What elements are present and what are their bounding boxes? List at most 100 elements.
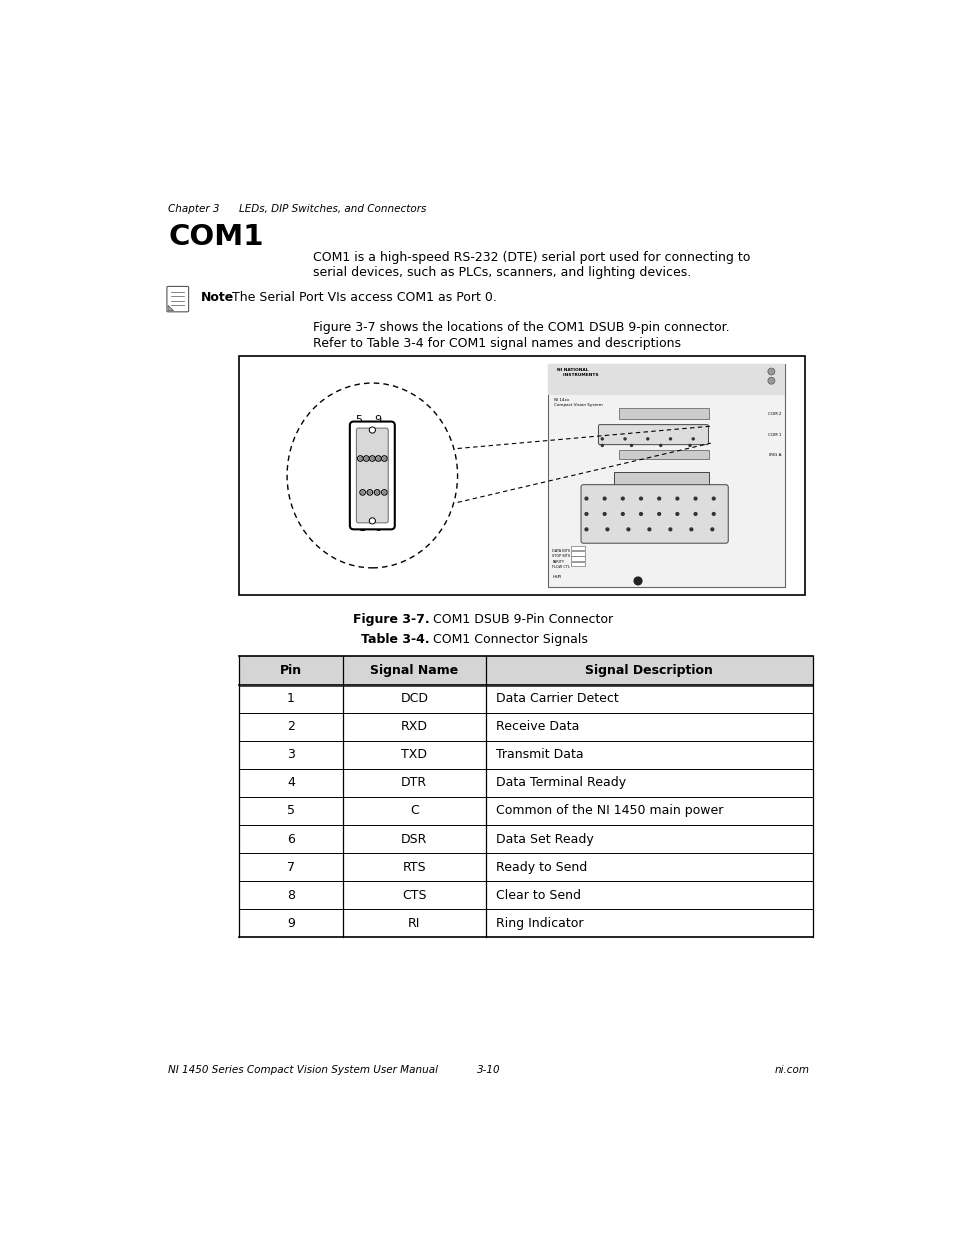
FancyBboxPatch shape: [239, 741, 812, 769]
Text: Data Set Ready: Data Set Ready: [496, 832, 593, 846]
FancyBboxPatch shape: [239, 797, 812, 825]
Text: 1: 1: [287, 692, 294, 705]
Text: COM1 DSUB 9-Pin Connector: COM1 DSUB 9-Pin Connector: [433, 613, 613, 625]
Circle shape: [363, 456, 369, 462]
Circle shape: [767, 377, 774, 384]
Circle shape: [692, 438, 694, 440]
Text: COM 1: COM 1: [767, 432, 781, 437]
Circle shape: [712, 498, 715, 500]
Text: 3-10: 3-10: [476, 1065, 500, 1074]
FancyBboxPatch shape: [239, 356, 804, 595]
Circle shape: [602, 513, 605, 515]
FancyBboxPatch shape: [618, 409, 708, 419]
FancyBboxPatch shape: [167, 287, 189, 311]
Text: IRIG A: IRIG A: [768, 453, 781, 457]
Circle shape: [374, 489, 379, 495]
Text: ni.com: ni.com: [774, 1065, 809, 1074]
Circle shape: [630, 445, 632, 446]
Text: Ready to Send: Ready to Send: [496, 861, 587, 873]
FancyBboxPatch shape: [547, 364, 784, 395]
Text: Refer to Table 3-4 for COM1 signal names and descriptions: Refer to Table 3-4 for COM1 signal names…: [313, 337, 680, 350]
FancyBboxPatch shape: [580, 484, 727, 543]
Text: Data Terminal Ready: Data Terminal Ready: [496, 777, 625, 789]
Text: TXD: TXD: [401, 748, 427, 761]
Circle shape: [369, 456, 375, 462]
Circle shape: [694, 498, 697, 500]
Circle shape: [668, 529, 671, 531]
Circle shape: [626, 529, 629, 531]
Circle shape: [658, 498, 659, 500]
Circle shape: [357, 456, 363, 462]
Circle shape: [381, 489, 387, 495]
Text: Pin: Pin: [279, 664, 302, 677]
Circle shape: [383, 492, 385, 494]
Circle shape: [639, 513, 641, 515]
FancyBboxPatch shape: [570, 546, 584, 550]
Text: Transmit Data: Transmit Data: [496, 748, 583, 761]
Text: NI 14xx
Compact Vision System: NI 14xx Compact Vision System: [554, 398, 602, 406]
Text: Figure 3-7.: Figure 3-7.: [353, 613, 429, 625]
Circle shape: [365, 457, 367, 459]
Circle shape: [712, 513, 715, 515]
Text: 5: 5: [355, 415, 362, 425]
FancyBboxPatch shape: [350, 421, 395, 530]
Text: DATA BITS
STOP BITS
PARITY
FLOW CTL: DATA BITS STOP BITS PARITY FLOW CTL: [552, 548, 570, 569]
Circle shape: [361, 492, 363, 494]
Text: DCD: DCD: [400, 692, 428, 705]
Polygon shape: [168, 305, 173, 311]
Text: Ring Indicator: Ring Indicator: [496, 916, 583, 930]
Text: Receive Data: Receive Data: [496, 720, 578, 734]
Text: Note: Note: [200, 290, 233, 304]
Text: serial devices, such as PLCs, scanners, and lighting devices.: serial devices, such as PLCs, scanners, …: [313, 266, 691, 279]
Text: COM 2: COM 2: [767, 411, 781, 416]
FancyBboxPatch shape: [570, 551, 584, 556]
Text: CTS: CTS: [401, 889, 426, 902]
Circle shape: [623, 438, 625, 440]
Text: Table 3-4.: Table 3-4.: [360, 634, 429, 646]
Text: Signal Description: Signal Description: [585, 664, 713, 677]
Circle shape: [646, 438, 648, 440]
Circle shape: [602, 498, 605, 500]
Circle shape: [381, 456, 387, 462]
FancyBboxPatch shape: [618, 450, 708, 459]
FancyBboxPatch shape: [570, 562, 584, 567]
FancyBboxPatch shape: [239, 909, 812, 937]
Circle shape: [710, 529, 713, 531]
Text: 3: 3: [287, 748, 294, 761]
Circle shape: [634, 577, 641, 585]
FancyBboxPatch shape: [239, 656, 812, 684]
Circle shape: [658, 513, 659, 515]
Circle shape: [694, 513, 697, 515]
Circle shape: [676, 513, 678, 515]
Circle shape: [647, 529, 650, 531]
Text: Figure 3-7 shows the locations of the COM1 DSUB 9-pin connector.: Figure 3-7 shows the locations of the CO…: [313, 321, 729, 335]
Text: 4: 4: [287, 777, 294, 789]
Text: 9: 9: [374, 415, 381, 425]
Circle shape: [669, 438, 671, 440]
FancyBboxPatch shape: [239, 825, 812, 853]
FancyBboxPatch shape: [547, 364, 784, 587]
Circle shape: [369, 427, 375, 433]
Circle shape: [676, 498, 678, 500]
Circle shape: [620, 513, 623, 515]
Text: 5: 5: [287, 804, 294, 818]
Text: 9: 9: [287, 916, 294, 930]
Circle shape: [620, 498, 623, 500]
Text: 6: 6: [374, 522, 381, 532]
Text: Common of the NI 1450 main power: Common of the NI 1450 main power: [496, 804, 722, 818]
Text: 7: 7: [287, 861, 294, 873]
Circle shape: [375, 456, 380, 462]
Text: Chapter 3      LEDs, DIP Switches, and Connectors: Chapter 3 LEDs, DIP Switches, and Connec…: [168, 205, 426, 215]
Text: Clear to Send: Clear to Send: [496, 889, 580, 902]
Text: DSR: DSR: [400, 832, 427, 846]
Circle shape: [368, 492, 371, 494]
Text: 1: 1: [358, 522, 365, 532]
Circle shape: [584, 529, 587, 531]
Text: COM1: COM1: [168, 222, 263, 251]
FancyBboxPatch shape: [239, 713, 812, 741]
FancyBboxPatch shape: [570, 556, 584, 561]
Text: 8: 8: [287, 889, 294, 902]
Circle shape: [584, 513, 587, 515]
Circle shape: [639, 498, 641, 500]
Circle shape: [369, 517, 375, 524]
